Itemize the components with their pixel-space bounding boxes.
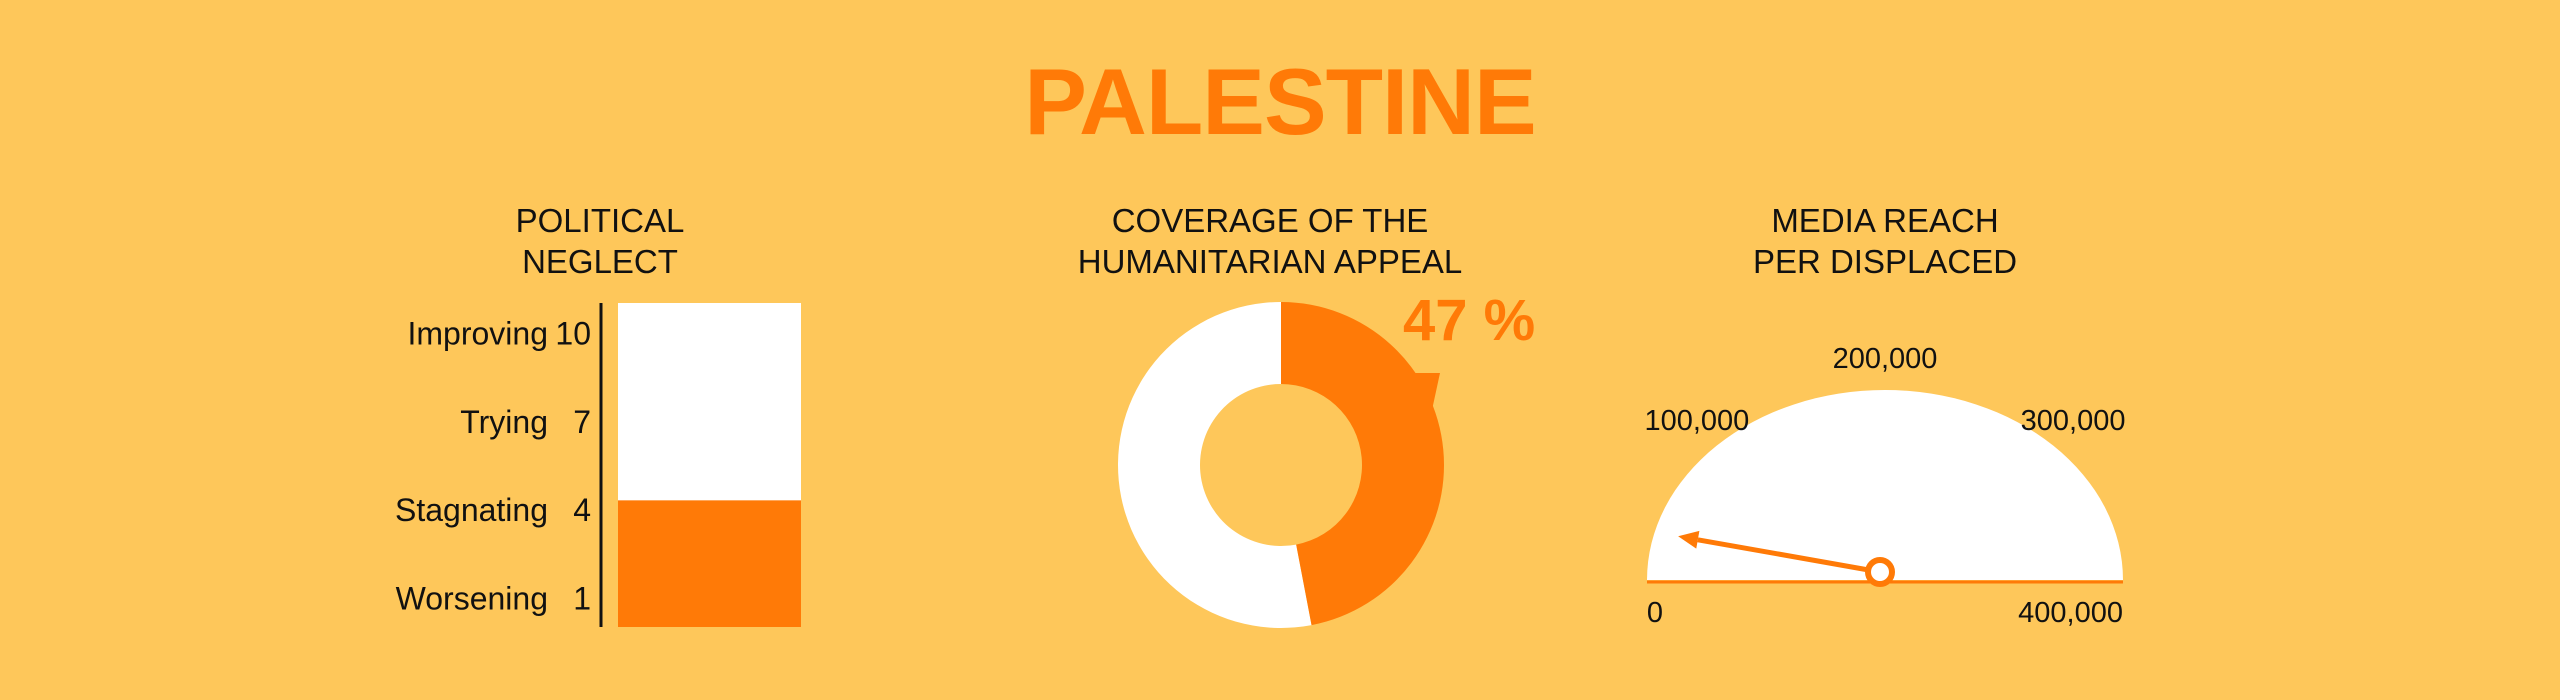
coverage-value-label: 47 % bbox=[1403, 288, 1535, 353]
coverage-title-line2: HUMANITARIAN APPEAL bbox=[1077, 243, 1463, 280]
neglect-bar-value bbox=[618, 500, 801, 627]
neglect-title-line2: NEGLECT bbox=[522, 243, 678, 280]
neglect-tick-value: 4 bbox=[573, 492, 591, 528]
reach-tick-label: 300,000 bbox=[2021, 405, 2126, 437]
coverage-slice-covered bbox=[1281, 302, 1444, 626]
coverage-panel-title: COVERAGE OF THE HUMANITARIAN APPEAL bbox=[1030, 200, 1510, 282]
neglect-tick-value: 10 bbox=[555, 315, 591, 351]
neglect-tick-label: Trying bbox=[460, 404, 548, 440]
page-title: PALESTINE bbox=[1024, 49, 1537, 154]
reach-needle-hub bbox=[1865, 557, 1895, 587]
neglect-title-line1: POLITICAL bbox=[515, 202, 685, 239]
reach-tick-label: 400,000 bbox=[2018, 597, 2123, 629]
reach-tick-label: 200,000 bbox=[1833, 343, 1938, 375]
coverage-title-line1: COVERAGE OF THE bbox=[1111, 202, 1429, 239]
reach-title-line2: PER DISPLACED bbox=[1752, 243, 2018, 280]
neglect-tick-label: Improving bbox=[408, 315, 549, 351]
reach-gauge-dial bbox=[1647, 390, 2123, 580]
neglect-panel-title: POLITICAL NEGLECT bbox=[450, 200, 750, 282]
neglect-tick-value: 1 bbox=[573, 581, 591, 617]
coverage-slice-remaining bbox=[1117, 302, 1312, 629]
reach-needle-arrowhead bbox=[1678, 530, 1700, 549]
neglect-tick-label: Worsening bbox=[396, 581, 548, 617]
reach-title-line1: MEDIA REACH bbox=[1771, 202, 1999, 239]
coverage-callout-pointer bbox=[1408, 373, 1440, 410]
reach-tick-label: 100,000 bbox=[1644, 405, 1749, 437]
reach-needle bbox=[1697, 537, 1881, 575]
neglect-tick-label: Stagnating bbox=[395, 492, 548, 528]
reach-panel-title: MEDIA REACH PER DISPLACED bbox=[1700, 200, 2070, 282]
neglect-tick-value: 7 bbox=[573, 404, 591, 440]
reach-tick-label: 0 bbox=[1647, 597, 1663, 629]
reach-chart: 0 100,000 200,000 300,000 400,000 bbox=[1644, 343, 2125, 629]
coverage-chart: 47 % bbox=[1117, 288, 1535, 629]
